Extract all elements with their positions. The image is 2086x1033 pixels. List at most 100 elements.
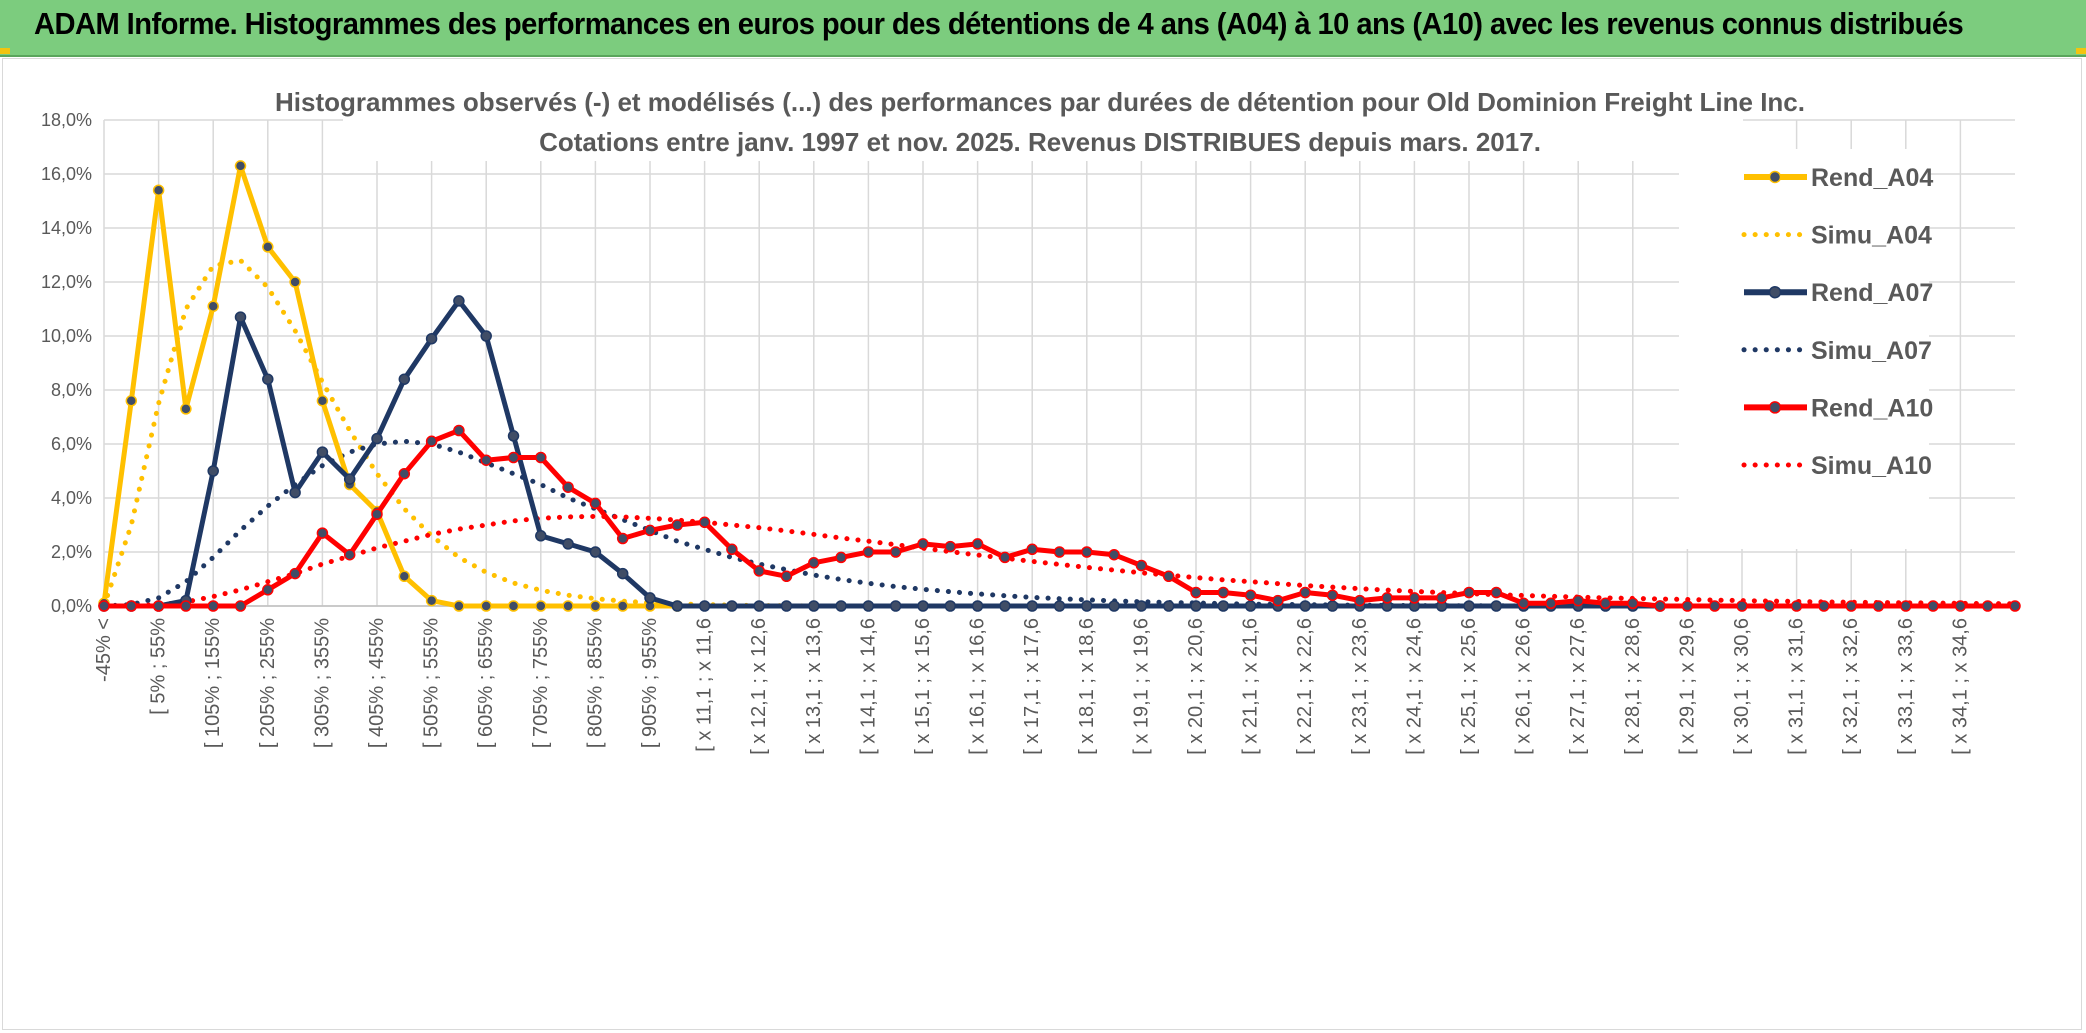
series-line	[104, 298, 1661, 609]
chart-subtitle: Cotations entre janv. 1997 et nov. 2025.…	[539, 127, 1541, 157]
data-point	[1435, 592, 1448, 604]
data-point	[671, 519, 684, 531]
y-tick-label: 6,0%	[51, 434, 92, 454]
data-point	[480, 454, 492, 466]
x-tick-label: [ x 15,1 ; x 15,6	[912, 618, 934, 755]
data-point	[535, 451, 547, 464]
x-tick-label: [ x 28,1 ; x 28,6	[1622, 618, 1644, 755]
x-tick-label: -45% <	[93, 618, 115, 682]
data-point	[1981, 600, 1994, 612]
x-tick-label: [ x 24,1 ; x 24,6	[1403, 618, 1425, 755]
data-point	[753, 600, 765, 612]
data-point	[1299, 586, 1311, 599]
data-point	[726, 600, 738, 612]
x-tick-label: [ x 14,1 ; x 14,6	[857, 618, 879, 755]
data-point	[453, 600, 465, 612]
x-tick-label: [ x 21,1 ; x 21,6	[1240, 618, 1262, 755]
data-point	[944, 540, 957, 553]
x-tick-label: [ 105% ; 155%	[202, 618, 224, 748]
data-point	[207, 465, 219, 477]
data-point	[944, 600, 957, 612]
data-point	[999, 600, 1011, 612]
data-point	[507, 451, 520, 464]
data-point	[480, 330, 492, 342]
data-point	[1135, 600, 1148, 612]
data-point	[289, 567, 301, 580]
data-point	[589, 600, 602, 612]
series-simu-a10	[101, 513, 2018, 609]
x-tick-label: [ x 27,1 ; x 27,6	[1567, 618, 1589, 755]
data-point	[1572, 594, 1584, 607]
x-axis-tick-labels: -45% < [ 5% ; 55% [ 105% ; 155% [ 205% ; 25…	[93, 618, 1971, 755]
data-point	[398, 467, 411, 480]
data-point	[589, 546, 602, 558]
x-tick-label: [ x 19,1 ; x 19,6	[1130, 618, 1152, 755]
x-tick-label: [ x 17,1 ; x 17,6	[1021, 618, 1043, 755]
histogram-chart: 0,0% 2,0% 4,0% 6,0% 8,0% 10,0% 12,0% 14,0% 16,0%…	[41, 79, 2021, 755]
x-tick-label: [ x 18,1 ; x 18,6	[1076, 618, 1098, 755]
data-point	[644, 592, 656, 604]
x-tick-label: [ 405% ; 455%	[366, 618, 388, 748]
data-point	[1026, 600, 1038, 612]
data-point	[1217, 586, 1230, 599]
data-point	[1517, 597, 1530, 610]
data-point	[589, 497, 602, 510]
legend-item: Simu_A07	[1741, 337, 1932, 365]
data-point	[1190, 600, 1202, 612]
series-line	[101, 438, 2018, 609]
data-point	[398, 570, 411, 583]
data-point	[425, 435, 438, 448]
legend-label: Rend_A07	[1811, 279, 1933, 307]
x-tick-label: [ x 11,1 ; x 11,6	[694, 618, 716, 752]
data-point	[835, 600, 847, 612]
x-tick-label: [ x 31,1 ; x 31,6	[1786, 618, 1808, 755]
data-point	[1463, 586, 1475, 599]
data-point	[1053, 600, 1066, 612]
data-point	[808, 600, 820, 612]
data-point	[1845, 600, 1857, 612]
data-point	[616, 600, 629, 612]
data-point	[1872, 600, 1885, 612]
data-point	[1299, 600, 1311, 612]
x-tick-label: [ x 30,1 ; x 30,6	[1731, 618, 1753, 755]
data-point	[1081, 600, 1093, 612]
data-point	[671, 600, 684, 612]
x-tick-label: [ x 26,1 ; x 26,6	[1513, 618, 1535, 755]
data-point	[1954, 600, 1967, 612]
data-point	[1354, 594, 1366, 607]
data-point	[425, 594, 438, 607]
legend-label: Rend_A10	[1811, 394, 1933, 422]
legend-label: Simu_A07	[1811, 337, 1932, 365]
legend-label: Simu_A10	[1811, 452, 1932, 480]
data-point	[808, 557, 820, 569]
data-point	[1162, 570, 1175, 583]
y-tick-label: 2,0%	[51, 542, 92, 562]
data-point	[480, 600, 492, 612]
data-point	[562, 600, 574, 612]
data-point	[1053, 546, 1066, 558]
data-point	[316, 395, 329, 407]
data-point	[398, 373, 411, 385]
y-tick-label: 0,0%	[51, 596, 92, 616]
legend-marker	[1768, 285, 1782, 299]
report-banner: ADAM Informe. Histogrammes des performan…	[0, 0, 2086, 57]
data-point	[644, 524, 656, 537]
legend-item: Rend_A10	[1744, 394, 1933, 422]
y-tick-label: 16,0%	[41, 164, 92, 184]
x-tick-label: [ 705% ; 755%	[530, 618, 552, 748]
series-line	[101, 163, 678, 609]
data-point	[180, 403, 192, 415]
data-point	[289, 486, 301, 499]
x-tick-label: [ 305% ; 355%	[311, 618, 333, 748]
data-point	[1190, 586, 1202, 599]
data-point	[98, 600, 110, 612]
data-point	[1217, 600, 1230, 612]
data-point	[125, 395, 138, 407]
data-point	[999, 551, 1011, 564]
data-point	[698, 600, 711, 612]
data-point	[917, 538, 929, 550]
series-line	[101, 513, 2018, 609]
data-point	[753, 565, 765, 577]
y-tick-label: 14,0%	[41, 218, 92, 238]
chart-legend: Rend_A04 Simu_A04 Rend_A07 Simu_A07 Rend_A10…	[1741, 164, 1933, 480]
